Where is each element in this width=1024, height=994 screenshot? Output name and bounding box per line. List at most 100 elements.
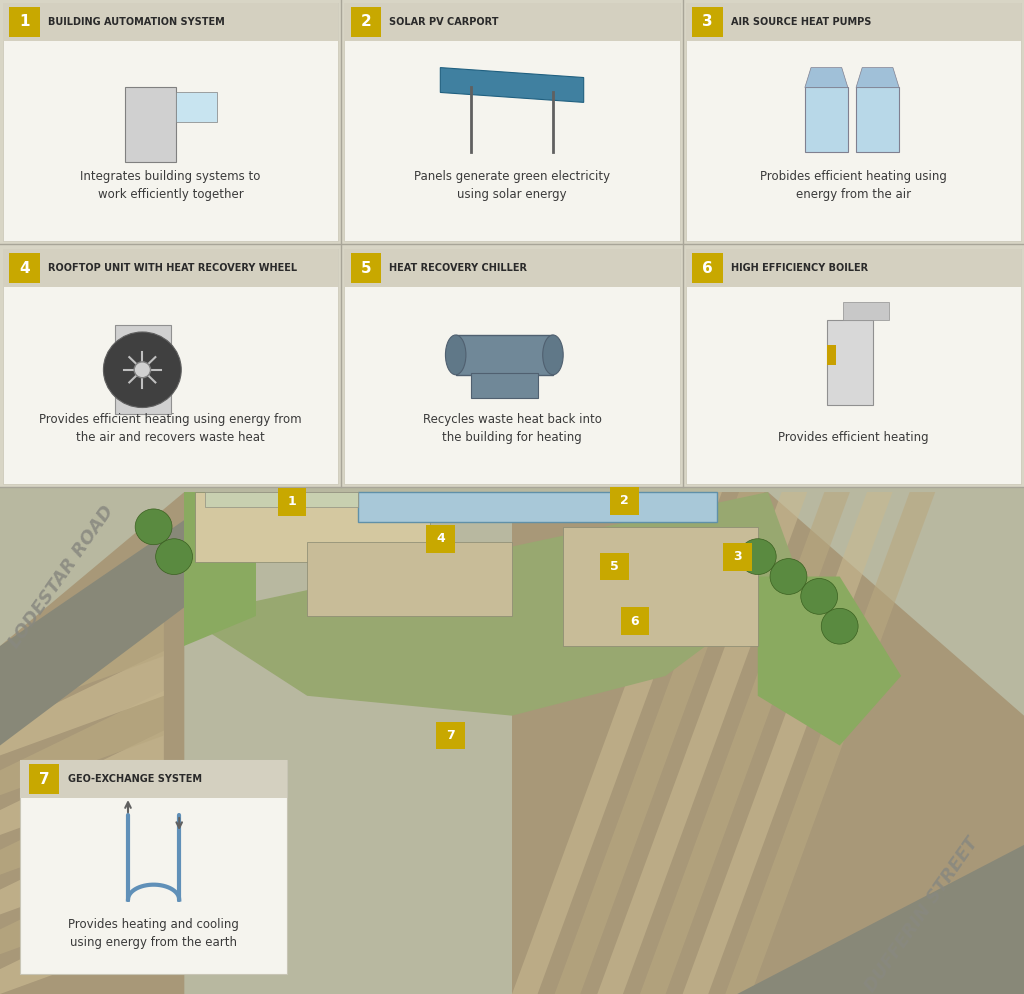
Polygon shape — [563, 527, 758, 646]
Circle shape — [801, 579, 838, 614]
Polygon shape — [555, 492, 765, 994]
Polygon shape — [758, 577, 901, 746]
Bar — [350, 253, 381, 283]
Text: 3: 3 — [733, 550, 741, 564]
Bar — [20, 760, 287, 798]
Circle shape — [739, 539, 776, 575]
Bar — [9, 253, 40, 283]
Bar — [843, 302, 889, 320]
Text: Probides efficient heating using
energy from the air: Probides efficient heating using energy … — [760, 170, 946, 201]
Text: ROOFTOP UNIT WITH HEAT RECOVERY WHEEL: ROOFTOP UNIT WITH HEAT RECOVERY WHEEL — [48, 263, 297, 273]
Text: LODESTAR ROAD: LODESTAR ROAD — [5, 502, 118, 651]
Polygon shape — [0, 492, 225, 746]
Text: AIR SOURCE HEAT PUMPS: AIR SOURCE HEAT PUMPS — [731, 17, 871, 27]
Bar — [827, 320, 873, 405]
Bar — [344, 3, 680, 41]
FancyBboxPatch shape — [3, 3, 338, 241]
Text: 2: 2 — [360, 14, 372, 30]
Bar — [0, 0, 1024, 487]
Polygon shape — [512, 492, 722, 994]
Bar — [456, 335, 553, 375]
Text: Provides heating and cooling
using energy from the earth: Provides heating and cooling using energ… — [69, 918, 239, 949]
Bar — [350, 7, 381, 37]
Polygon shape — [0, 890, 164, 994]
Polygon shape — [0, 492, 184, 994]
Polygon shape — [307, 542, 512, 616]
Text: HEAT RECOVERY CHILLER: HEAT RECOVERY CHILLER — [389, 263, 527, 273]
Bar — [827, 345, 836, 365]
Polygon shape — [0, 810, 164, 914]
Polygon shape — [0, 850, 164, 954]
Text: 4: 4 — [436, 532, 444, 546]
Polygon shape — [0, 691, 164, 795]
Text: 5: 5 — [360, 260, 371, 276]
FancyBboxPatch shape — [344, 249, 680, 484]
Bar — [0, 487, 1024, 994]
Polygon shape — [195, 492, 430, 562]
Polygon shape — [725, 492, 935, 994]
Circle shape — [103, 332, 181, 408]
Bar — [600, 553, 629, 580]
Polygon shape — [440, 68, 584, 102]
Polygon shape — [0, 651, 164, 755]
Text: 4: 4 — [19, 260, 30, 276]
Polygon shape — [640, 492, 850, 994]
Polygon shape — [856, 68, 899, 87]
Bar — [686, 249, 1021, 287]
Circle shape — [821, 608, 858, 644]
Text: Integrates building systems to
work efficiently together: Integrates building systems to work effi… — [81, 170, 261, 201]
FancyBboxPatch shape — [3, 249, 338, 484]
Ellipse shape — [543, 335, 563, 375]
Bar — [278, 488, 306, 516]
Bar — [805, 87, 848, 152]
Bar — [723, 543, 752, 571]
FancyBboxPatch shape — [686, 3, 1021, 241]
Text: 6: 6 — [631, 614, 639, 628]
Bar — [471, 373, 538, 398]
Bar — [692, 7, 723, 37]
Polygon shape — [597, 492, 807, 994]
Bar — [692, 253, 723, 283]
Polygon shape — [805, 68, 848, 87]
Bar — [621, 607, 649, 635]
Text: DUFFERIN STREET: DUFFERIN STREET — [861, 834, 982, 994]
FancyBboxPatch shape — [20, 760, 287, 974]
Bar — [125, 87, 176, 162]
Text: Recycles waste heat back into
the building for heating: Recycles waste heat back into the buildi… — [423, 414, 601, 444]
Polygon shape — [683, 492, 893, 994]
Polygon shape — [358, 492, 717, 522]
Bar — [610, 487, 639, 515]
Bar — [29, 764, 59, 794]
Bar — [3, 249, 338, 287]
Circle shape — [135, 509, 172, 545]
Bar — [436, 722, 465, 749]
Bar — [426, 525, 455, 553]
Text: HIGH EFFICIENCY BOILER: HIGH EFFICIENCY BOILER — [731, 263, 868, 273]
Text: Provides efficient heating using energy from
the air and recovers waste heat: Provides efficient heating using energy … — [39, 414, 302, 444]
Bar — [115, 325, 171, 414]
Bar — [3, 3, 338, 41]
Circle shape — [134, 362, 151, 378]
Text: 7: 7 — [39, 771, 49, 787]
Bar — [344, 249, 680, 287]
Text: 1: 1 — [19, 14, 30, 30]
Polygon shape — [184, 492, 799, 716]
Text: 3: 3 — [701, 14, 713, 30]
Text: BUILDING AUTOMATION SYSTEM: BUILDING AUTOMATION SYSTEM — [48, 17, 225, 27]
Polygon shape — [205, 492, 358, 507]
Bar — [856, 87, 899, 152]
Text: 7: 7 — [446, 729, 455, 743]
Text: 6: 6 — [701, 260, 713, 276]
Bar — [176, 92, 217, 122]
Text: Panels generate green electricity
using solar energy: Panels generate green electricity using … — [414, 170, 610, 201]
Polygon shape — [0, 611, 164, 716]
Polygon shape — [0, 770, 164, 875]
Text: 2: 2 — [621, 494, 629, 508]
Circle shape — [770, 559, 807, 594]
Text: 5: 5 — [610, 560, 618, 574]
Bar — [686, 3, 1021, 41]
Text: Provides efficient heating: Provides efficient heating — [778, 431, 929, 444]
Ellipse shape — [445, 335, 466, 375]
Text: 1: 1 — [288, 495, 296, 509]
FancyBboxPatch shape — [686, 249, 1021, 484]
